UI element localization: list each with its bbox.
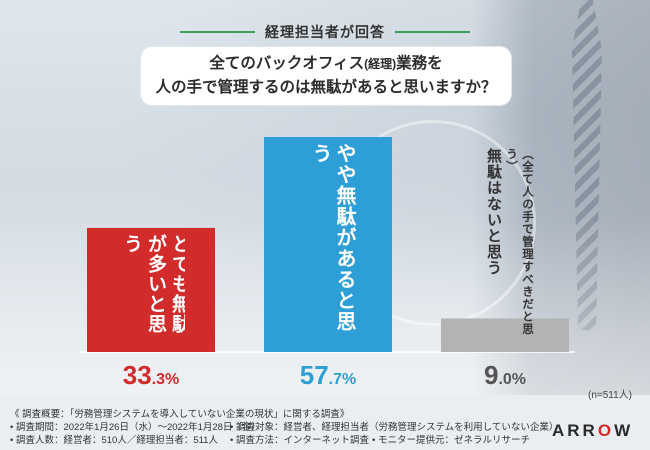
- bar-chart: とても無駄が多いと思う やや無駄があると思う 無駄はないと思う （全て人の手で管理すべ…: [80, 137, 575, 353]
- arrow-logo: ARR O W: [552, 421, 633, 441]
- value-label-1: 33.3%: [87, 360, 215, 391]
- value-label-dec-3: .0%: [498, 371, 527, 388]
- bar-category-label-2: やや無駄があると思う: [309, 143, 355, 332]
- bar-category-label-3: 無駄はないと思う: [485, 148, 502, 276]
- sample-size-note: (n=511人): [588, 390, 633, 401]
- chart-header: 経理担当者が回答: [180, 22, 470, 42]
- survey-target: • 調査対象：経営者、経理担当者（労務管理システムを利用していない企業）: [230, 422, 559, 433]
- value-label-int-2: 57: [299, 360, 329, 390]
- survey-overview: 《 調査概要：「労務管理システムを導入していない企業の現状」に関する調査》: [10, 409, 350, 420]
- bar-1: [87, 227, 215, 352]
- value-label-3: 9.0%: [441, 360, 569, 391]
- survey-footer: 《 調査概要：「労務管理システムを導入していない企業の現状」に関する調査》 • …: [0, 402, 650, 450]
- header-title: 経理担当者が回答: [265, 24, 385, 40]
- logo-text-a: ARR: [552, 421, 598, 440]
- header-line-left: [180, 31, 255, 33]
- value-label-dec-2: .7%: [328, 371, 357, 388]
- question-line-1: 全てのバックオフィス(経理)業務を: [209, 52, 442, 76]
- background-necktie: [572, 0, 602, 330]
- survey-provider: • モニター提供元：ゼネラルリサーチ: [372, 435, 530, 446]
- survey-respondents: • 調査人数：経営者：510人／経理担当者：511人: [10, 435, 218, 446]
- question-line-1-small: (経理): [364, 57, 397, 71]
- question-line-1-pre: 全てのバックオフィス: [209, 55, 365, 72]
- bar-3: [441, 318, 569, 352]
- question-line-2: 人の手で管理するのは無駄があると思いますか？: [155, 79, 497, 96]
- question-box: 全てのバックオフィス(経理)業務を 人の手で管理するのは無駄があると思いますか？: [140, 46, 512, 106]
- survey-period: • 調査期間：2022年1月26日（水）〜2022年1月28日（金）: [10, 422, 261, 433]
- value-label-int-1: 33: [122, 360, 152, 390]
- bar-label-box-3: 無駄はないと思う （全て人の手で管理すべきだと思う）: [485, 148, 533, 336]
- bar-label-box-2: やや無駄があると思う: [309, 143, 355, 332]
- bar-label-box-1: とても無駄が多いと思う: [125, 233, 185, 334]
- logo-text-o: O: [597, 421, 615, 440]
- bar-category-sublabel-3: （全て人の手で管理すべきだと思う）: [505, 148, 533, 336]
- survey-method: • 調査方法：インターネット調査: [230, 435, 369, 446]
- logo-text-w: W: [614, 421, 634, 440]
- value-label-dec-1: .3%: [151, 371, 180, 388]
- value-label-2: 57.7%: [264, 360, 392, 391]
- header-line-right: [395, 31, 470, 33]
- question-line-1-post: 業務を: [396, 55, 443, 72]
- value-label-int-3: 9: [483, 360, 499, 390]
- bar-2: [264, 137, 392, 352]
- bar-category-label-1: とても無駄が多いと思う: [125, 233, 185, 334]
